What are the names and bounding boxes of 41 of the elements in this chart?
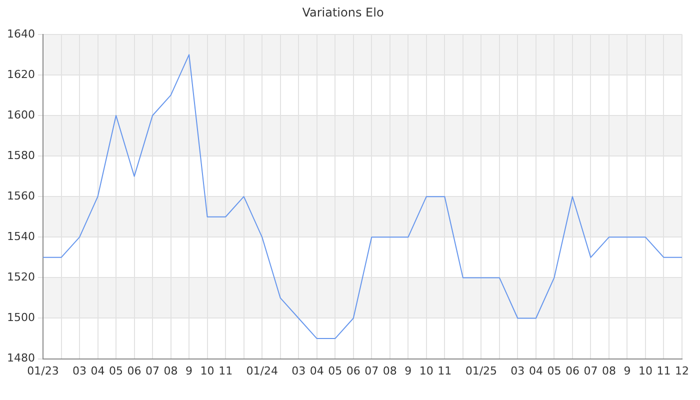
- x-tick-label: 10: [200, 364, 214, 378]
- x-tick-label: 06: [565, 364, 580, 378]
- x-tick-label: 08: [602, 364, 616, 378]
- x-tick-label: 10: [638, 364, 652, 378]
- x-tick-label: 01/23: [27, 364, 59, 378]
- x-tick-label: 9: [186, 364, 193, 378]
- x-tick-label: 11: [656, 364, 671, 378]
- x-tick-label: 05: [328, 364, 342, 378]
- y-tick-label: 1540: [6, 230, 35, 244]
- x-tick-label: 01/24: [246, 364, 278, 378]
- x-tick-label: 05: [109, 364, 124, 378]
- x-tick-label: 04: [310, 364, 324, 378]
- x-tick-label: 12: [675, 364, 689, 378]
- x-tick-label: 07: [364, 364, 379, 378]
- x-tick-label: 03: [72, 364, 87, 378]
- y-tick-label: 1560: [6, 189, 35, 202]
- y-tick-label: 1520: [6, 270, 35, 284]
- y-tick-label: 1580: [6, 148, 35, 162]
- x-tick-label: 04: [528, 364, 543, 378]
- y-tick-label: 1640: [6, 27, 35, 40]
- x-tick-label: 06: [346, 364, 360, 378]
- x-tick-label: 01/25: [465, 364, 498, 378]
- y-tick-label: 1600: [6, 108, 35, 122]
- y-tick-label: 1480: [6, 352, 35, 365]
- x-tick-label: 10: [419, 364, 434, 378]
- x-tick-label: 11: [438, 364, 452, 378]
- x-tick-label: 05: [547, 364, 562, 378]
- x-tick-label: 03: [292, 364, 306, 378]
- x-tick-label: 9: [624, 364, 631, 378]
- x-tick-label: 06: [127, 364, 142, 378]
- x-tick-label: 9: [404, 364, 412, 378]
- x-tick-label: 04: [90, 364, 105, 378]
- x-tick-label: 03: [510, 364, 525, 378]
- y-tick-label: 1500: [6, 311, 35, 324]
- x-tick-label: 07: [584, 364, 598, 378]
- x-tick-label: 11: [218, 364, 233, 378]
- chart-title: Variations Elo: [302, 5, 384, 20]
- x-tick-label: 08: [164, 364, 178, 378]
- x-tick-label: 08: [382, 364, 397, 378]
- x-tick-label: 07: [146, 364, 160, 378]
- y-tick-label: 1620: [6, 68, 35, 81]
